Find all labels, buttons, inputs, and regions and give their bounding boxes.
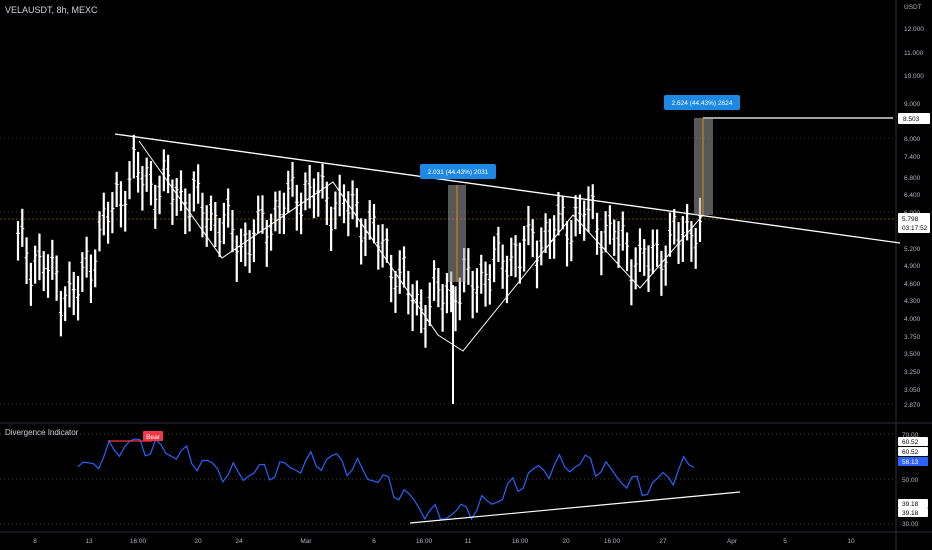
price-tick-label: 10.000 [904,73,924,80]
indicator-title: Divergence Indicator [5,428,79,437]
time-axis-label: 16:00 [512,538,529,545]
price-tick-label: 4.300 [904,298,921,305]
time-axis-label: 16:00 [416,538,433,545]
price-tick-label: 6.400 [904,192,921,199]
price-axis-currency: USDT [904,4,922,11]
time-axis-label: 16:00 [604,538,621,545]
time-axis-label: 27 [659,538,667,545]
target-level-label: 8.503 [903,116,920,123]
time-axis-label: 20 [194,538,202,545]
price-tick-label: 4.600 [904,281,921,288]
price-tick-label: 4.000 [904,316,921,323]
time-axis-label: Apr [727,538,738,545]
current-price-label: 5.798 [902,216,919,223]
price-tick-label: 12.000 [904,26,924,33]
time-axis-label: 10 [847,538,855,545]
measure-badge-2 [664,95,740,110]
current-price-badge [898,213,930,233]
time-axis-label: Mar [300,538,312,545]
indicator-value-badge [898,447,928,456]
time-axis-label: 6 [372,538,376,545]
indicator-tick-label: 30.00 [902,521,919,528]
target-level-badge [898,113,930,124]
price-tick-label: 2.870 [904,402,921,409]
price-tick-label: 3.050 [904,387,921,394]
indicator-value-label: 39.18 [902,501,919,508]
price-tick-label: 3.750 [904,334,921,341]
price-tick-label: 7.400 [904,154,921,161]
symbol-title: VELAUSDT, 8h, MEXC [5,5,98,15]
bear-badge [143,431,163,441]
indicator-value-badge [898,437,928,446]
price-tick-label: 3.250 [904,369,921,376]
price-tick-label: 5.200 [904,246,921,253]
bull-divergence-trendline [409,491,741,524]
measure-label-1: 2.031 (44.43%) 2031 [428,169,489,176]
time-axis-label: 20 [562,538,570,545]
time-axis-label: 16:00 [130,538,147,545]
indicator-value-label: 39.18 [902,510,919,517]
price-tick-label: 4.900 [904,263,921,270]
indicator-value-label: 58.13 [902,459,919,466]
time-axis-label: 13 [85,538,93,545]
time-axis-label: 5 [783,538,787,545]
indicator-tick-label: 70.00 [902,432,919,439]
indicator-value-badge [898,508,928,517]
indicator-value-label: 60.52 [902,439,919,446]
ohlc-bars [16,134,702,348]
countdown-label: 03:17:52 [902,225,928,232]
indicator-value-label: 60.52 [902,449,919,456]
measure-badge-1 [420,164,496,179]
descending-trendline [114,133,901,244]
time-axis-label: 11 [465,538,472,545]
price-tick-label: 9.000 [904,101,921,108]
price-tick-label: 8.000 [904,136,921,143]
pattern-zigzag [138,140,704,352]
divergence-indicator-line [77,438,695,521]
time-axis-label: 8 [33,538,37,545]
price-tick-label: 6.800 [904,175,921,182]
bear-label: Bear [146,434,161,441]
time-axis-label: 24 [235,538,243,545]
indicator-value-badge [898,499,928,508]
price-tick-label: 11.000 [904,50,924,57]
measure-box-2 [694,118,713,215]
indicator-tick-label: 50.00 [902,477,919,484]
price-tick-label: 3.500 [904,351,921,358]
measure-label-2: 2.624 (44.43%) 2624 [672,100,733,107]
indicator-value-badge [898,457,928,466]
